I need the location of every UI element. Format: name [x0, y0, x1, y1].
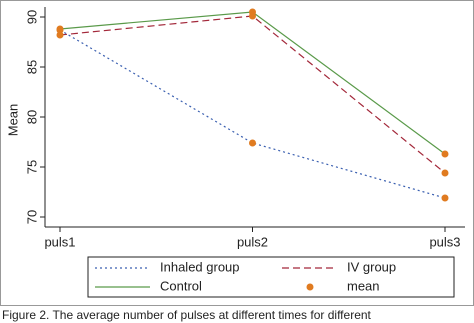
- legend-label: Inhaled group: [160, 259, 240, 274]
- y-tick-label: 70: [24, 210, 39, 224]
- caption: Figure 2. The average number of pulses a…: [2, 308, 372, 322]
- series-line: [59, 15, 446, 174]
- series-line: [59, 11, 446, 155]
- y-tick-label: 90: [24, 10, 39, 24]
- y-tick-label: 80: [24, 110, 39, 124]
- mean-marker: [249, 8, 256, 16]
- x-tick-label: puls3: [429, 234, 460, 249]
- legend-label: IV group: [347, 259, 396, 274]
- mean-marker: [441, 169, 449, 177]
- y-tick-label: 75: [24, 160, 39, 174]
- x-tick-label: puls1: [44, 234, 75, 249]
- mean-marker: [249, 139, 256, 147]
- legend-marker: [306, 283, 314, 291]
- mean-marker: [441, 150, 449, 158]
- y-tick-label: 85: [24, 60, 39, 74]
- series-line: [59, 29, 446, 199]
- y-axis-label: Mean: [5, 104, 20, 137]
- legend-box: [87, 256, 455, 298]
- mean-marker: [56, 31, 64, 39]
- legend-label: Control: [160, 278, 202, 293]
- mean-marker: [441, 194, 449, 202]
- mean-marker: [56, 25, 64, 33]
- x-tick-label: puls2: [237, 234, 268, 249]
- legend-label: mean: [347, 278, 380, 293]
